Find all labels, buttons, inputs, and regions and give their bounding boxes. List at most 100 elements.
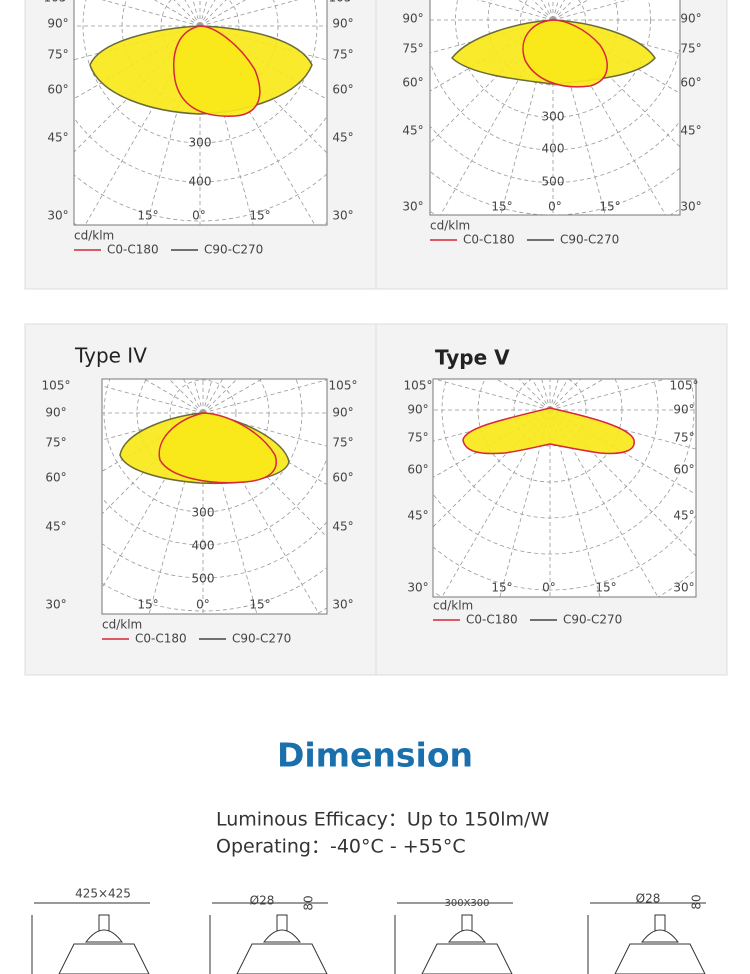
grid-ray	[552, 0, 630, 21]
radial-label: 500	[542, 175, 565, 189]
light-distribution	[173, 25, 261, 117]
legend-label: C0-C180	[466, 613, 518, 627]
grid-ray	[433, 379, 551, 411]
radial-label: 300	[192, 506, 215, 520]
angle-label: 0°	[196, 598, 210, 612]
angle-label: 15°	[595, 581, 616, 595]
grid-ring	[433, 514, 696, 591]
grid-ray	[549, 409, 601, 597]
angle-label: 90°	[680, 12, 701, 26]
grid-ray	[202, 379, 263, 414]
angle-label: 60°	[407, 463, 428, 477]
grid-ray	[441, 409, 551, 597]
angle-label: 105°	[44, 0, 73, 5]
angle-label: 105°	[670, 379, 699, 393]
angle-label: 75°	[47, 48, 68, 62]
angle-label: 45°	[673, 509, 694, 523]
legend-label: C0-C180	[463, 233, 515, 247]
angle-label: 45°	[332, 520, 353, 534]
grid-ray	[101, 0, 201, 27]
angle-label: 15°	[491, 581, 512, 595]
angle-label: 105°	[404, 379, 433, 393]
unit-label: cd/klm	[74, 229, 114, 243]
angle-label: 90°	[402, 12, 423, 26]
angle-label: 75°	[680, 42, 701, 56]
angle-label: 45°	[402, 124, 423, 138]
angle-label: 60°	[332, 471, 353, 485]
angle-label: 90°	[45, 406, 66, 420]
grid	[433, 379, 696, 597]
spec-line: Luminous Efficacy：Up to 150lm/W	[216, 809, 549, 831]
angle-label: 15°	[137, 598, 158, 612]
legend-label: C0-C180	[135, 632, 187, 646]
angle-label: 30°	[680, 200, 701, 214]
unit-label: cd/klm	[102, 618, 142, 632]
grid-ray	[500, 19, 554, 215]
heading: Dimension	[277, 736, 473, 775]
legend-label: C90-C270	[204, 243, 263, 257]
grid-ray	[499, 409, 551, 597]
angle-label: 90°	[332, 17, 353, 31]
legend-label: C0-C180	[107, 243, 159, 257]
grid-ray	[143, 379, 204, 414]
lamp-body	[614, 943, 706, 974]
angle-label: 0°	[542, 581, 556, 595]
grid	[430, 0, 680, 215]
grid-ray	[102, 385, 204, 414]
angle-label: 30°	[332, 209, 353, 223]
angle-label: 45°	[47, 131, 68, 145]
legend-label: C90-C270	[560, 233, 619, 247]
grid-ray	[549, 409, 696, 557]
angle-label: 60°	[673, 463, 694, 477]
angle-label: 45°	[407, 509, 428, 523]
angle-label: 30°	[407, 581, 428, 595]
angle-label: 30°	[45, 598, 66, 612]
angle-label: 75°	[332, 436, 353, 450]
legend-label: C90-C270	[563, 613, 622, 627]
angle-label: 60°	[680, 76, 701, 90]
angle-label: 75°	[332, 48, 353, 62]
angle-label: 105°	[42, 379, 71, 393]
angle-label: 30°	[402, 200, 423, 214]
dimension-label: Ø28	[250, 894, 275, 908]
angle-label: 90°	[47, 17, 68, 31]
angle-label: 90°	[332, 406, 353, 420]
lamp-dome	[447, 929, 487, 943]
angle-label: 75°	[673, 431, 694, 445]
unit-label: cd/klm	[433, 599, 473, 613]
lamp-body	[421, 943, 513, 974]
grid-ring	[82, 0, 318, 144]
radial-label: 300	[189, 136, 212, 150]
dimension-label: Ø28	[636, 892, 661, 906]
legend-label: C90-C270	[232, 632, 291, 646]
grid-ring	[455, 0, 651, 118]
angle-label: 60°	[402, 76, 423, 90]
angle-label: 30°	[47, 209, 68, 223]
light-distribution	[522, 19, 608, 88]
angle-label: 75°	[402, 42, 423, 56]
angle-label: 60°	[332, 83, 353, 97]
angle-label: 75°	[45, 436, 66, 450]
radial-label: 400	[189, 175, 212, 189]
angle-label: 90°	[407, 403, 428, 417]
grid-ray	[476, 0, 554, 21]
angle-label: 60°	[45, 471, 66, 485]
radial-label: 400	[542, 142, 565, 156]
angle-label: 15°	[249, 209, 270, 223]
angle-label: 105°	[329, 0, 358, 5]
grid-ray	[549, 409, 659, 597]
dimension-label: 80	[302, 895, 316, 910]
angle-label: 105°	[329, 379, 358, 393]
radial-label: 400	[192, 539, 215, 553]
angle-label: 15°	[599, 200, 620, 214]
angle-label: 0°	[192, 209, 206, 223]
spec-line: Operating：-40°C - +55°C	[216, 836, 466, 858]
grid	[74, 0, 327, 225]
grid-ray	[202, 412, 327, 447]
radial-label: 300	[542, 110, 565, 124]
lamp-dome	[84, 929, 124, 943]
angle-label: 0°	[548, 200, 562, 214]
angle-label: 75°	[407, 431, 428, 445]
